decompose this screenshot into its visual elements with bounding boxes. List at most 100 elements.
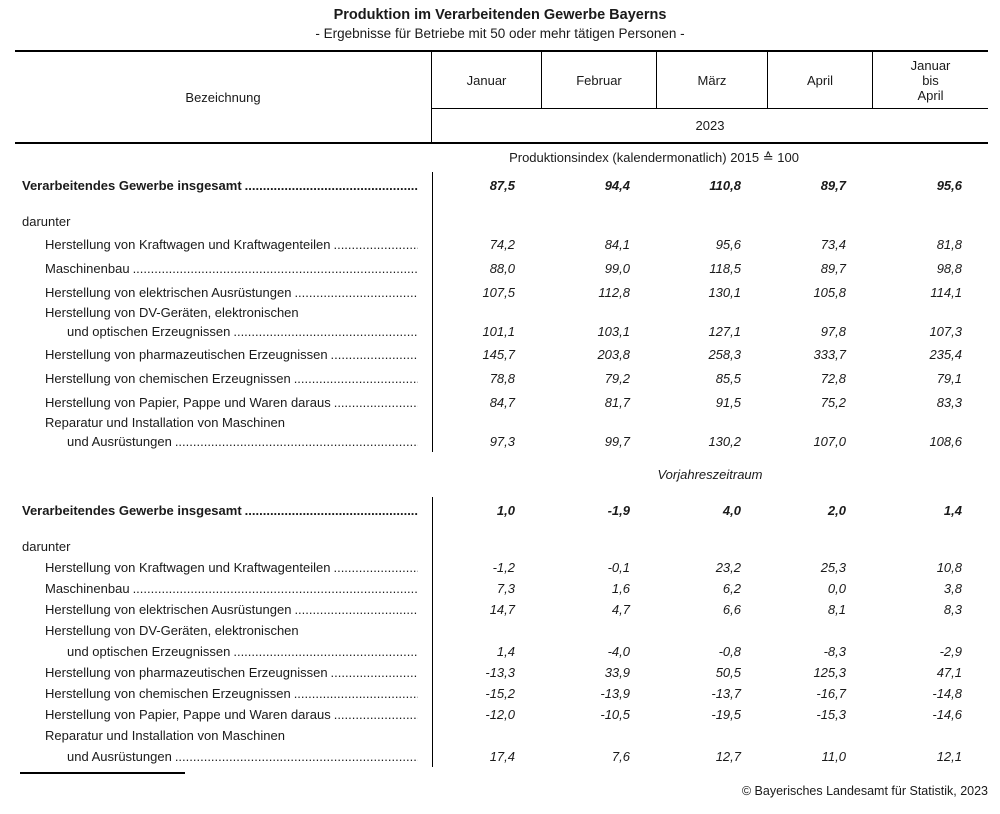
table-row: Herstellung von Papier, Pappe und Waren … xyxy=(15,704,988,725)
row-label-text: und Ausrüstungen xyxy=(67,433,172,449)
value-cell: 110,8 xyxy=(709,177,741,193)
value-cell: 7,6 xyxy=(611,749,630,764)
value-cell: 8,1 xyxy=(827,602,846,617)
value-cell: 50,5 xyxy=(715,665,741,680)
value-cell: 72,8 xyxy=(820,370,846,386)
value-cell: 145,7 xyxy=(482,346,515,362)
value-cell: 1,4 xyxy=(496,644,515,659)
value-cell: -4,0 xyxy=(607,644,630,659)
value-cell: 99,7 xyxy=(604,434,630,449)
value-cell: 125,3 xyxy=(813,665,846,680)
value-cell: 83,3 xyxy=(936,394,962,410)
row-label-line1: Reparatur und Installation von Maschinen xyxy=(45,414,285,430)
month-header-cell: April xyxy=(767,52,872,108)
value-cell: -13,7 xyxy=(711,686,741,701)
value-cell: 107,0 xyxy=(813,434,846,449)
value-cell: 33,9 xyxy=(604,665,630,680)
table-row: Maschinenbau............................… xyxy=(15,256,988,280)
table-section: Verarbeitendes Gewerbe insgesamt........… xyxy=(15,172,988,452)
row-label-text: und Ausrüstungen xyxy=(67,749,172,764)
row-label: Herstellung von pharmazeutischen Erzeugn… xyxy=(15,342,432,366)
value-cell: 97,3 xyxy=(489,434,515,449)
value-cell: 81,7 xyxy=(604,394,630,410)
value-cell: 4,0 xyxy=(722,502,741,518)
value-cell: 107,3 xyxy=(929,324,962,339)
row-label: Verarbeitendes Gewerbe insgesamt........… xyxy=(15,172,432,198)
value-cell: -8,3 xyxy=(823,644,846,659)
value-cell: 74,2 xyxy=(489,236,515,252)
value-cell: -13,3 xyxy=(485,665,515,680)
row-label: Herstellung von elektrischen Ausrüstunge… xyxy=(15,599,432,620)
row-label: Herstellung von Kraftwagen und Kraftwage… xyxy=(15,557,432,578)
row-label-text: Verarbeitendes Gewerbe insgesamt xyxy=(22,177,242,193)
value-cell: 105,8 xyxy=(813,284,846,300)
row-label-text: Herstellung von elektrischen Ausrüstunge… xyxy=(45,602,292,617)
value-cell: -19,5 xyxy=(711,707,741,722)
value-cell: 95,6 xyxy=(715,236,741,252)
copyright-note: © Bayerisches Landesamt für Statistik, 2… xyxy=(741,784,988,798)
value-cell: 1,0 xyxy=(496,502,515,518)
dot-leader: ........................................… xyxy=(244,177,418,193)
value-cell: 94,4 xyxy=(604,177,630,193)
row-label-text: Herstellung von Papier, Pappe und Waren … xyxy=(45,707,331,722)
dot-leader: ........................................… xyxy=(132,581,418,596)
table-row: Maschinenbau............................… xyxy=(15,578,988,599)
row-label: Reparatur und Installation von Maschinen… xyxy=(15,414,432,452)
table-row: Herstellung von chemischen Erzeugnissen.… xyxy=(15,683,988,704)
period-header-cell: Januar bis April xyxy=(872,52,988,108)
table-row: Herstellung von pharmazeutischen Erzeugn… xyxy=(15,662,988,683)
value-cell: 6,6 xyxy=(722,602,741,617)
value-cell: 114,1 xyxy=(930,284,962,300)
row-label: Herstellung von pharmazeutischen Erzeugn… xyxy=(15,662,432,683)
month-header-cell: Februar xyxy=(541,52,656,108)
value-cell: 10,8 xyxy=(936,560,962,575)
section-caption: Vorjahreszeitraum xyxy=(657,467,763,482)
table-row: Herstellung von elektrischen Ausrüstunge… xyxy=(15,280,988,304)
dot-leader: ........................................… xyxy=(333,560,418,575)
value-cell: 91,5 xyxy=(715,394,741,410)
row-label-text: Herstellung von chemischen Erzeugnissen xyxy=(45,370,291,386)
value-cell: 333,7 xyxy=(813,346,846,362)
table-row: Reparatur und Installation von Maschinen… xyxy=(15,725,988,767)
row-label: Reparatur und Installation von Maschinen… xyxy=(15,725,432,767)
value-cell: 85,5 xyxy=(715,370,741,386)
value-cell: 73,4 xyxy=(820,236,846,252)
value-cell: 118,5 xyxy=(709,260,741,276)
value-cell: -10,5 xyxy=(600,707,630,722)
value-cell: 79,1 xyxy=(936,370,962,386)
value-cell: -14,8 xyxy=(932,686,962,701)
value-cell: 84,1 xyxy=(604,236,630,252)
section-caption: Produktionsindex (kalendermonatlich) 201… xyxy=(509,150,799,165)
row-label-text: Maschinenbau xyxy=(45,260,130,276)
row-label-line2: und Ausrüstungen........................… xyxy=(15,746,418,767)
table-end-rule xyxy=(20,772,185,774)
value-cell: -12,0 xyxy=(485,707,515,722)
value-cell: 1,4 xyxy=(943,502,962,518)
value-cell: 258,3 xyxy=(708,346,741,362)
value-cell: 1,6 xyxy=(611,581,630,596)
value-cell: 130,2 xyxy=(708,434,741,449)
value-cell: 95,6 xyxy=(936,177,962,193)
value-cell: 101,1 xyxy=(482,324,515,339)
value-cell: -14,6 xyxy=(932,707,962,722)
dot-leader: ........................................… xyxy=(294,602,418,617)
value-cell: 235,4 xyxy=(929,346,962,362)
value-cell: -16,7 xyxy=(816,686,846,701)
row-label-line1: Herstellung von DV-Geräten, elektronisch… xyxy=(45,304,299,320)
row-label-text: Herstellung von pharmazeutischen Erzeugn… xyxy=(45,665,328,680)
month-header-cell: Januar xyxy=(466,72,507,88)
document-title: Produktion im Verarbeitenden Gewerbe Bay… xyxy=(333,7,667,23)
value-cell: 112,8 xyxy=(598,284,630,300)
table-row: Verarbeitendes Gewerbe insgesamt........… xyxy=(15,172,988,198)
dot-leader: ........................................… xyxy=(244,502,418,518)
row-label: Herstellung von Kraftwagen und Kraftwage… xyxy=(15,232,432,256)
value-cell: 130,1 xyxy=(708,284,741,300)
value-cell: 12,1 xyxy=(936,749,962,764)
row-label-line2: und optischen Erzeugnissen..............… xyxy=(15,320,418,342)
value-cell: 99,0 xyxy=(604,260,630,276)
value-cell: -0,1 xyxy=(607,560,630,575)
row-label-text: darunter xyxy=(22,213,71,229)
dot-leader: ........................................… xyxy=(330,665,418,680)
value-cell: 88,0 xyxy=(489,260,515,276)
